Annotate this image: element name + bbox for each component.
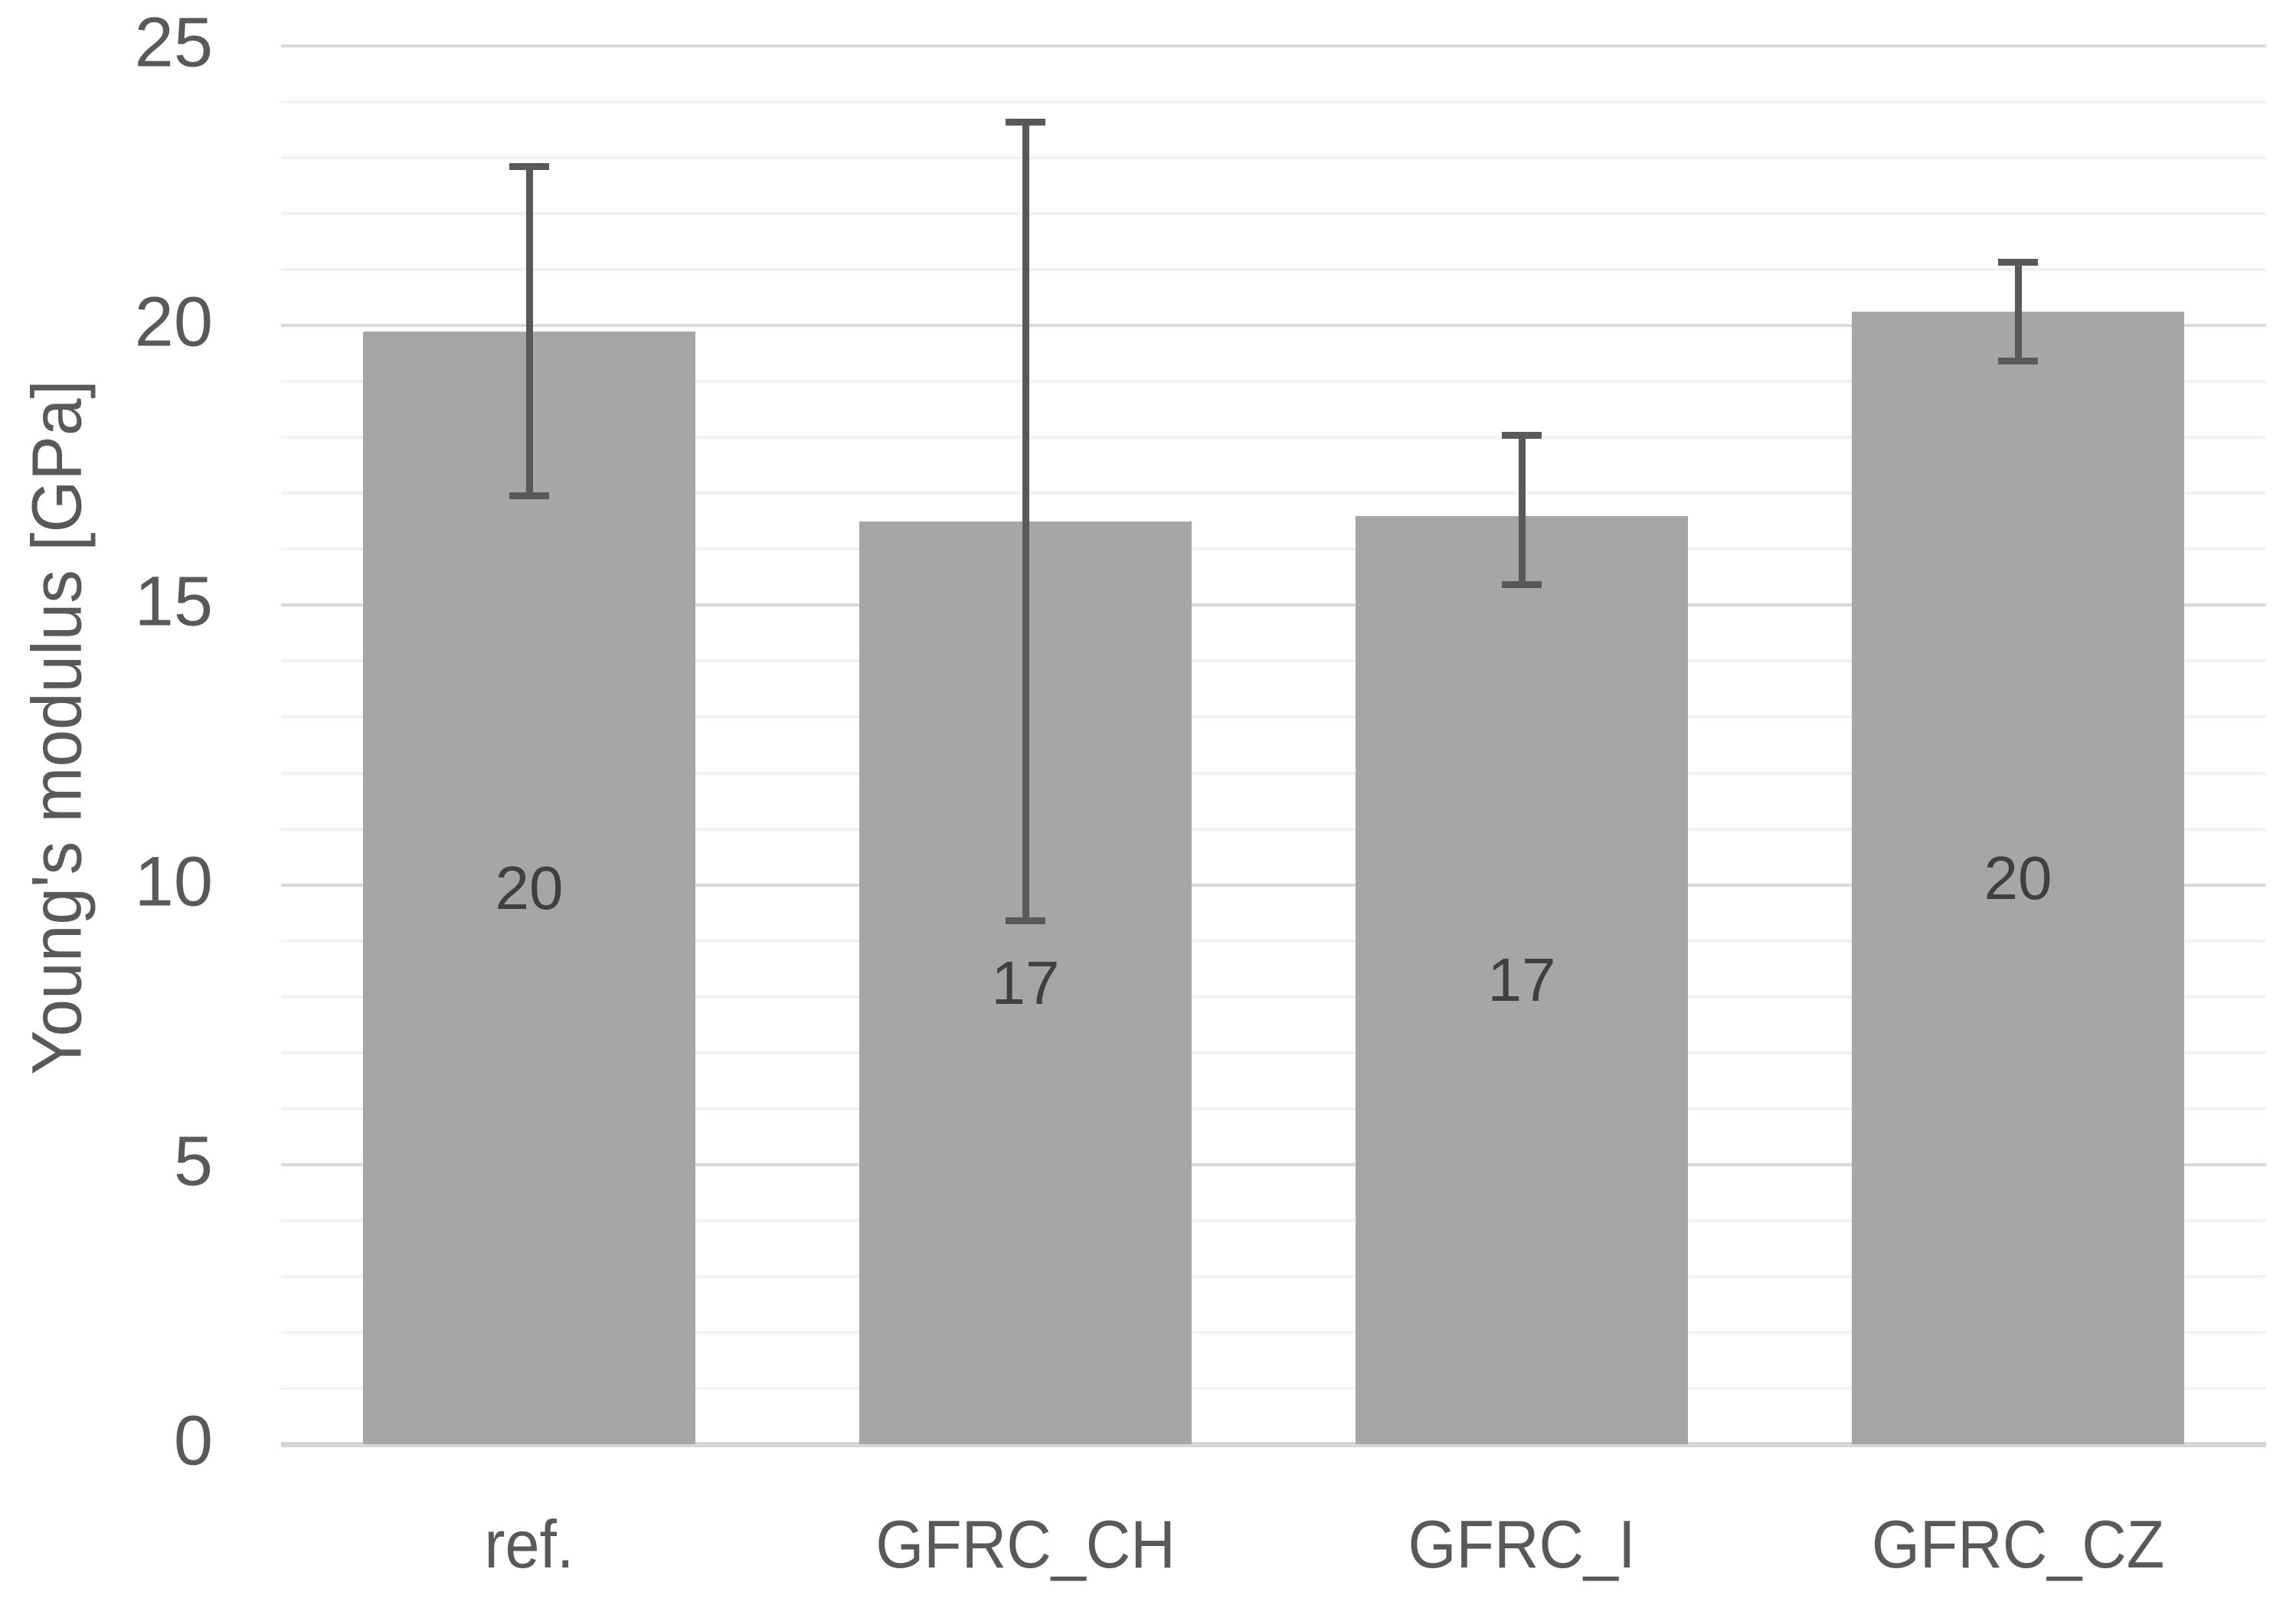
error-bar-gfrc-cz <box>2014 259 2022 364</box>
error-bar-gfrc-ch <box>1022 119 1029 924</box>
y-tick-label-10: 10 <box>134 842 213 921</box>
gridline-minor-13 <box>281 715 2266 718</box>
error-cap-top-gfrc-cz <box>1998 259 2038 266</box>
gridline-minor-7 <box>281 1051 2266 1054</box>
gridline-minor-12 <box>281 772 2266 775</box>
y-tick-label-0: 0 <box>173 1401 213 1480</box>
error-cap-bottom-ref <box>509 492 549 499</box>
gridline-minor-3 <box>281 1275 2266 1278</box>
bar-value-label-gfrc-ch: 17 <box>991 949 1060 1017</box>
gridline-minor-21 <box>281 268 2266 271</box>
gridline-minor-4 <box>281 1219 2266 1222</box>
gridline-minor-2 <box>281 1331 2266 1334</box>
gridline-major-15 <box>281 603 2266 606</box>
error-cap-bottom-gfrc-ch <box>1006 917 1045 924</box>
error-cap-bottom-gfrc-i <box>1502 581 1542 588</box>
gridline-minor-17 <box>281 492 2266 495</box>
x-category-label-gfrc-ch: GFRC_CH <box>875 1506 1176 1582</box>
gridline-minor-18 <box>281 436 2266 439</box>
x-category-label-gfrc-cz: GFRC_CZ <box>1871 1506 2165 1582</box>
gridline-minor-19 <box>281 380 2266 383</box>
gridline-minor-14 <box>281 659 2266 662</box>
gridline-minor-23 <box>281 156 2266 159</box>
error-cap-top-gfrc-i <box>1502 432 1542 439</box>
gridline-minor-11 <box>281 828 2266 831</box>
error-cap-top-ref <box>509 163 549 170</box>
y-tick-label-15: 15 <box>134 562 213 641</box>
gridline-minor-16 <box>281 548 2266 551</box>
bar-value-label-ref: 20 <box>495 854 564 922</box>
bar-ref <box>363 332 695 1444</box>
x-category-label-gfrc-i: GFRC_I <box>1408 1506 1636 1582</box>
x-category-label-ref: ref. <box>484 1506 574 1582</box>
y-axis-title: Young's modulus [GPa] <box>18 380 96 1075</box>
gridline-minor-6 <box>281 1107 2266 1110</box>
gridline-minor-1 <box>281 1387 2266 1390</box>
y-tick-label-20: 20 <box>134 283 213 361</box>
bar-gfrc-cz <box>1852 312 2184 1444</box>
gridline-minor-9 <box>281 940 2266 943</box>
error-bar-gfrc-i <box>1518 432 1526 588</box>
bar-value-label-gfrc-cz: 20 <box>1984 844 2052 912</box>
gridline-major-5 <box>281 1163 2266 1166</box>
gridline-major-10 <box>281 884 2266 887</box>
bar-gfrc-i <box>1356 516 1688 1444</box>
bar-value-label-gfrc-i: 17 <box>1487 946 1556 1014</box>
gridline-minor-24 <box>281 100 2266 103</box>
y-tick-label-25: 25 <box>134 3 213 82</box>
x-axis-line <box>281 1442 2266 1447</box>
error-bar-ref <box>525 163 533 499</box>
gridline-minor-8 <box>281 995 2266 999</box>
error-cap-top-gfrc-ch <box>1006 119 1045 126</box>
gridline-major-25 <box>281 44 2266 47</box>
y-tick-label-5: 5 <box>173 1122 213 1201</box>
gridline-major-20 <box>281 324 2266 327</box>
gridline-minor-22 <box>281 212 2266 215</box>
error-cap-bottom-gfrc-cz <box>1998 358 2038 364</box>
